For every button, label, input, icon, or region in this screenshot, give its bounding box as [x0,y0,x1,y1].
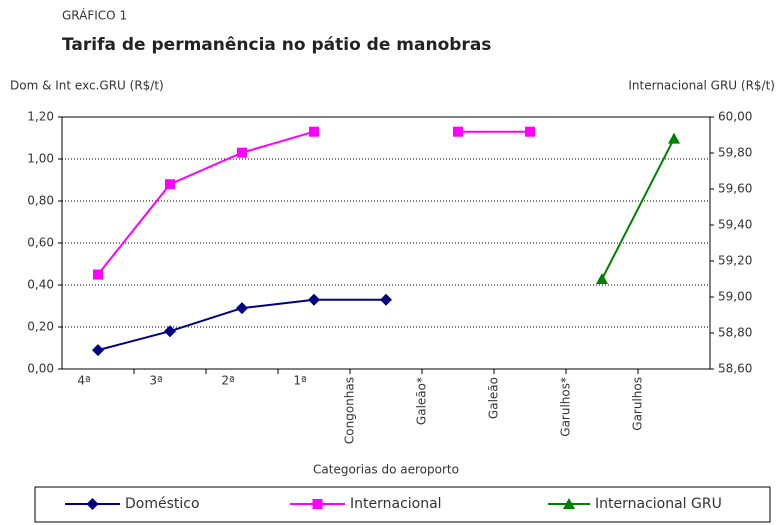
y2-tick-label: 60,00 [718,110,752,124]
x-tick-label: Galeão* [415,377,429,425]
y-tick-label: 0,40 [27,278,54,292]
y-tick-label: 1,20 [27,110,54,124]
marker [453,126,463,137]
chart-supertitle: GRÁFICO 1 [62,8,127,23]
y-tick-label: 0,60 [27,236,54,250]
y-tick-label: 1,00 [27,152,54,166]
y2-tick-label: 59,60 [718,182,752,196]
y2-tick-label: 59,40 [718,218,752,232]
series-line [601,138,675,280]
marker [86,498,99,510]
x-tick-label: Galeão [487,377,501,419]
marker [236,302,248,315]
marker [563,498,575,509]
x-tick-label: Congonhas [343,377,357,444]
marker [380,293,392,306]
y2-tick-label: 59,20 [718,254,752,268]
x-tick-label: 2ª [221,374,234,388]
y2-axis-title: Internacional GRU (R$/t) [628,79,775,93]
legend-label: Internacional [350,496,442,512]
y2-tick-label: 59,80 [718,146,752,160]
x-tick-label: 3ª [149,374,162,388]
legend-label: Doméstico [125,496,200,512]
x-tick-label: Garulhos [631,377,645,431]
y2-tick-label: 58,80 [718,326,752,340]
marker [92,344,104,357]
marker [164,325,176,338]
legend-box [34,486,771,523]
marker [309,126,319,137]
x-axis-title: Categorias do aeroporto [313,463,459,477]
y2-tick-label: 59,00 [718,290,752,304]
marker [93,269,103,280]
y-tick-label: 0,20 [27,320,54,334]
x-tick-label: 4ª [77,374,90,388]
marker [308,293,320,306]
y2-tick-label: 58,60 [718,362,752,376]
marker [165,179,175,190]
marker [237,147,247,158]
marker [596,273,608,284]
x-tick-label: Garulhos* [559,377,573,437]
marker [668,132,680,144]
y-tick-label: 0,80 [27,194,54,208]
marker [312,499,323,509]
chart-title: Tarifa de permanência no pátio de manobr… [62,35,491,55]
series-line [97,130,530,276]
y-axis-title: Dom & Int exc.GRU (R$/t) [10,79,164,93]
x-tick-label: 1ª [293,374,306,388]
marker [525,126,535,137]
plot-frame [61,116,711,370]
y-tick-label: 0,00 [27,362,54,376]
legend-label: Internacional GRU [595,496,722,512]
